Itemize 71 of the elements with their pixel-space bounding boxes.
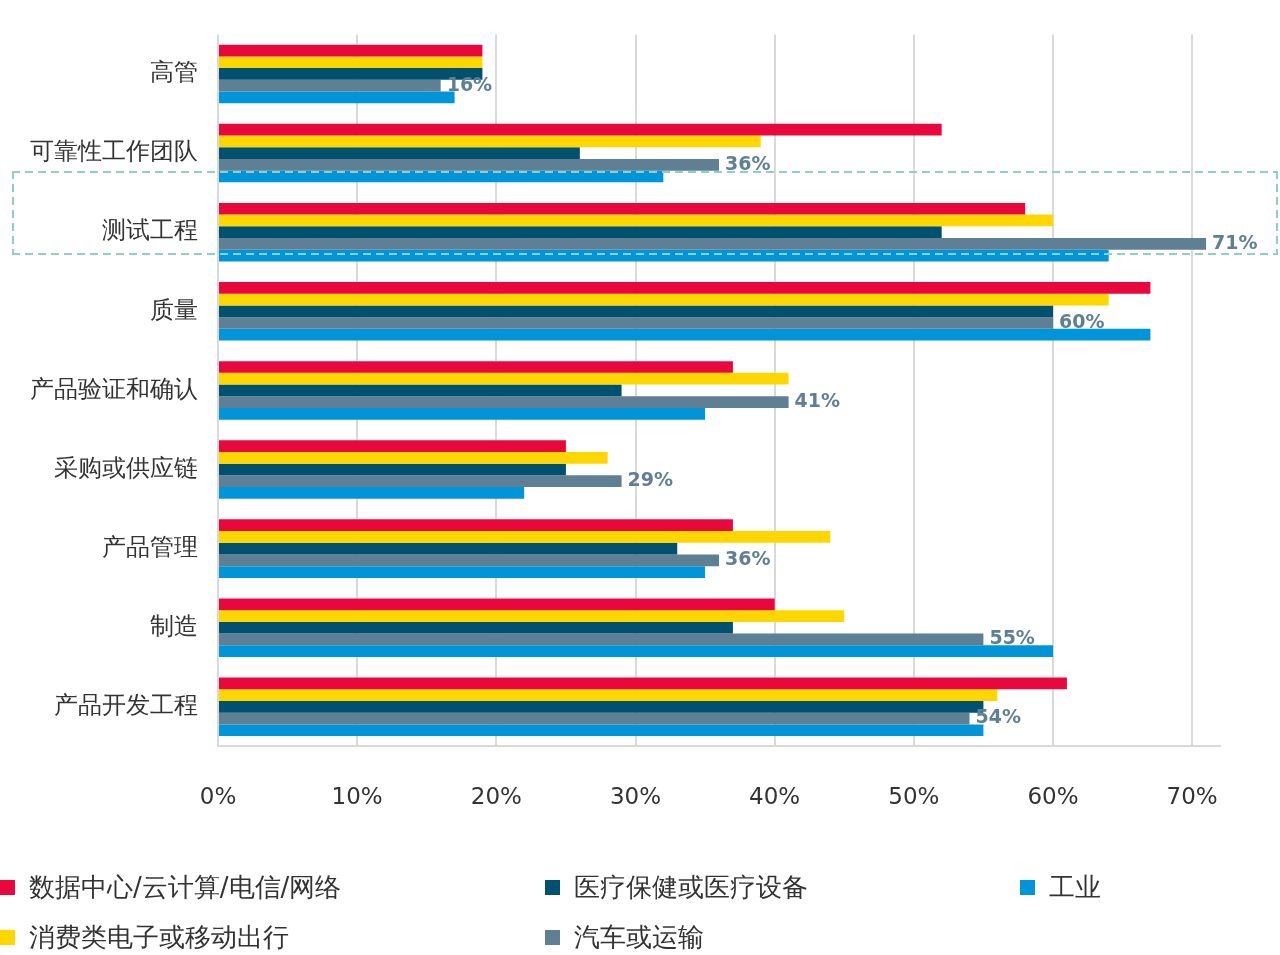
data-label: 71% — [1212, 230, 1258, 253]
data-label: 36% — [725, 151, 771, 174]
x-tick-label: 20% — [470, 783, 522, 810]
bar — [219, 305, 1053, 318]
x-tick-label: 40% — [749, 783, 801, 810]
data-label: 60% — [1059, 309, 1105, 332]
bar — [219, 463, 566, 476]
y-tick-label: 采购或供应链 — [54, 453, 198, 482]
bar — [219, 451, 608, 464]
data-label: 55% — [989, 626, 1035, 649]
y-tick-label: 质量 — [150, 295, 198, 324]
legend-label: 医疗保健或医疗设备 — [574, 870, 808, 904]
bar — [219, 633, 984, 646]
bar — [219, 407, 706, 420]
x-tick-label: 0% — [199, 783, 237, 810]
x-tick-label: 10% — [331, 783, 383, 810]
bar — [219, 519, 733, 532]
data-label: 41% — [794, 389, 841, 412]
bar — [219, 214, 1053, 227]
x-tick-label: 30% — [609, 783, 662, 810]
y-tick-label: 可靠性工作团队 — [30, 137, 198, 166]
bar — [219, 226, 942, 239]
bar — [219, 202, 1026, 215]
x-tick-label: 50% — [888, 783, 940, 810]
y-tick-label: 制造 — [150, 611, 198, 640]
bar — [219, 531, 831, 543]
bar — [219, 396, 789, 408]
y-tick-label: 高管 — [150, 58, 198, 87]
y-tick-label: 测试工程 — [102, 216, 198, 245]
bar — [219, 372, 789, 385]
bar — [219, 554, 719, 567]
bar — [219, 598, 775, 611]
y-tick-label: 产品验证和确认 — [30, 374, 198, 403]
bar — [219, 724, 984, 737]
bar — [219, 487, 525, 499]
legend-label: 消费类电子或移动出行 — [29, 920, 289, 954]
bar — [219, 328, 1151, 341]
bar — [219, 158, 719, 171]
x-tick-label: 70% — [1166, 783, 1218, 810]
data-label: 54% — [975, 705, 1021, 728]
bar — [219, 645, 1053, 657]
bar — [219, 384, 622, 397]
y-tick-label: 产品开发工程 — [54, 691, 198, 720]
bar — [219, 610, 845, 622]
bar — [219, 440, 566, 452]
bar — [219, 91, 455, 104]
y-tick-label: 产品管理 — [102, 532, 198, 561]
bar — [219, 621, 733, 634]
bar — [219, 712, 970, 725]
bar — [219, 542, 678, 555]
legend-label: 工业 — [1049, 870, 1101, 904]
bar — [219, 56, 483, 69]
legend-label: 汽车或运输 — [574, 920, 704, 954]
bar — [219, 677, 1067, 690]
bar — [219, 361, 733, 373]
data-label: 36% — [725, 547, 771, 570]
bar — [219, 282, 1151, 294]
bar — [219, 147, 580, 159]
bar — [219, 44, 483, 57]
bar — [219, 79, 441, 92]
x-tick-label: 60% — [1027, 783, 1079, 810]
legend-label: 数据中心/云计算/电信/网络 — [29, 870, 342, 904]
bar — [219, 689, 998, 701]
bar — [219, 475, 622, 488]
bar — [219, 238, 1207, 250]
bar — [219, 123, 942, 136]
data-label: 29% — [627, 468, 674, 491]
bar — [219, 293, 1109, 306]
bar — [219, 317, 1053, 329]
bar — [219, 135, 761, 148]
bar — [219, 566, 706, 578]
